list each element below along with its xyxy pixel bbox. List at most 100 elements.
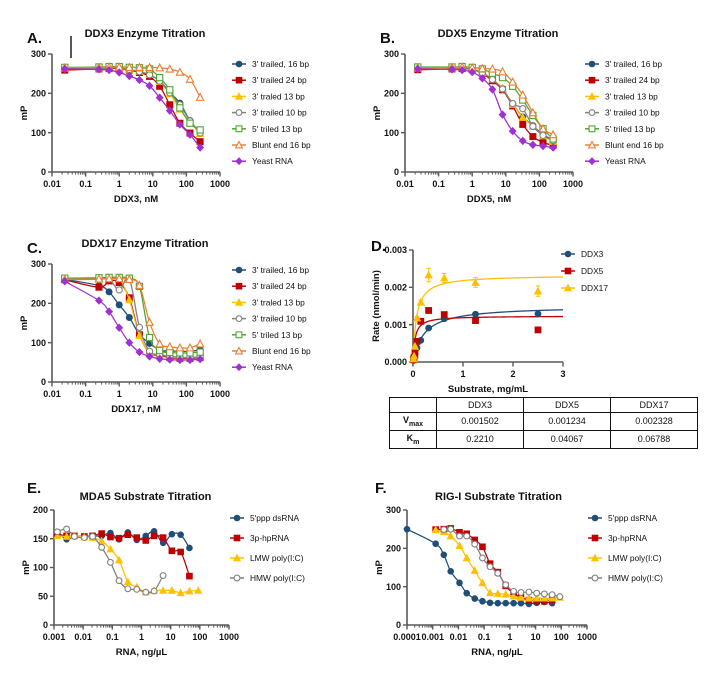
svg-text:5' triled 13 bp: 5' triled 13 bp [252,124,302,134]
svg-text:100: 100 [179,389,194,399]
panel-b-chart: 0 100 200 300 0.01 0.1 1 10 100 1000 DDX5, nM mP 3' … [372,49,664,205]
kinetics-table: DDX3 DDX5 DDX17 Vmax 0.001502 0.001234 0… [389,397,698,449]
svg-text:1: 1 [460,369,465,379]
svg-text:Blunt end 16 bp: Blunt end 16 bp [252,140,311,150]
svg-text:mP: mP [19,315,30,330]
panel-e: E. MDA5 Substrate Titration 0 50 100 150 200… [0,478,352,683]
svg-text:0: 0 [43,620,48,630]
svg-text:DDX17, nM: DDX17, nM [111,404,161,415]
svg-text:0.01: 0.01 [396,179,414,189]
svg-text:5'ppp dsRNA: 5'ppp dsRNA [250,513,299,523]
panel-e-title: MDA5 Substrate Titration [79,491,212,503]
svg-text:Yeast RNA: Yeast RNA [252,362,293,372]
svg-text:RNA, ng/µL: RNA, ng/µL [116,647,168,658]
svg-text:100: 100 [532,179,547,189]
svg-text:3' trailed, 16 bp: 3' trailed, 16 bp [252,59,309,69]
svg-text:10: 10 [501,179,511,189]
svg-text:300: 300 [386,505,401,515]
svg-text:0.01: 0.01 [74,632,92,642]
svg-text:100: 100 [554,632,569,642]
svg-text:0.01: 0.01 [43,179,61,189]
svg-text:1: 1 [470,179,475,189]
panel-e-chart: 0 50 100 150 200 0.001 0.01 0.1 1 10 100 1000 RNA, n… [21,505,305,658]
svg-text:1: 1 [117,179,122,189]
svg-text:3' traled 13 bp: 3' traled 13 bp [605,91,658,101]
svg-text:0.1: 0.1 [106,632,119,642]
svg-text:200: 200 [31,299,46,309]
svg-text:3' traled 13 bp: 3' traled 13 bp [252,297,305,307]
svg-text:3' traled 13 bp: 3' traled 13 bp [252,91,305,101]
svg-text:0.01: 0.01 [450,632,468,642]
panel-c: C. DDX17 Enzyme Titration 0 100 200 300 0.01… [0,232,352,437]
cell-vmax-ddx17: 0.002328 [610,412,698,431]
panel-f-letter: F. [375,480,387,497]
panel-f-chart: 0 100 200 300 0.0001 0.001 0.01 0.1 1 10 100 1000 RN… [374,505,663,658]
svg-text:200: 200 [33,505,48,515]
svg-text:5'ppp dsRNA: 5'ppp dsRNA [608,513,657,523]
panel-a-chart: 0 100 200 300 0.01 0.1 1 10 100 1000 DDX3, nM mP 3' … [19,36,311,205]
panel-b: B. DDX5 Enzyme Titration 0 100 200 300 0.01 0… [353,22,705,227]
svg-text:DDX3, nM: DDX3, nM [114,194,158,205]
svg-text:100: 100 [31,338,46,348]
svg-text:LMW poly(I:C): LMW poly(I:C) [608,553,662,563]
svg-text:150: 150 [33,534,48,544]
table-row: Km 0.2210 0.04067 0.06788 [389,429,698,449]
row-label-km: Km [389,429,437,449]
svg-text:3' trailed 24 bp: 3' trailed 24 bp [605,75,660,85]
panel-c-chart: 0 100 200 300 0.01 0.1 1 10 100 1000 DDX17, nM mP 3'… [19,259,311,415]
svg-text:0.002: 0.002 [384,283,407,293]
svg-text:3' trailed, 16 bp: 3' trailed, 16 bp [605,59,662,69]
panel-a-title: DDX3 Enzyme Titration [84,28,206,40]
panel-c-letter: C. [27,240,42,257]
svg-text:Blunt end 16 bp: Blunt end 16 bp [252,346,311,356]
svg-text:100: 100 [384,128,399,138]
table-row: Vmax 0.001502 0.001234 0.002328 [389,412,698,431]
svg-text:0.0001: 0.0001 [393,632,421,642]
svg-text:3p-hpRNA: 3p-hpRNA [608,533,648,543]
svg-text:0: 0 [41,167,46,177]
svg-text:100: 100 [33,563,48,573]
svg-text:0: 0 [41,377,46,387]
svg-text:300: 300 [384,49,399,59]
panel-f: F. RIG-I Substrate Titration 0 100 200 300 0… [353,478,705,683]
svg-text:mP: mP [19,105,30,120]
svg-text:200: 200 [386,544,401,554]
table-header-row: DDX3 DDX5 DDX17 [389,397,698,413]
svg-text:HMW poly(I:C): HMW poly(I:C) [608,573,663,583]
svg-text:100: 100 [31,128,46,138]
svg-text:0.1: 0.1 [432,179,445,189]
panel-a: A. DDX3 Enzyme Titration 0 100 200 300 0.01 0… [0,22,352,227]
svg-text:RNA, ng/µL: RNA, ng/µL [471,647,523,658]
panel-d-chart: 0.000 0.001 0.002 0.003 0 1 2 3 Substrate, mg/mL… [371,245,608,395]
svg-text:5' triled 13 bp: 5' triled 13 bp [252,330,302,340]
svg-text:0.01: 0.01 [43,389,61,399]
svg-text:1000: 1000 [577,632,597,642]
panel-d-letter: D. [371,238,386,255]
svg-text:100: 100 [192,632,207,642]
svg-text:200: 200 [31,89,46,99]
svg-text:mP: mP [21,559,32,574]
svg-text:300: 300 [31,259,46,269]
svg-text:mP: mP [372,105,383,120]
svg-text:50: 50 [38,591,48,601]
svg-text:0.1: 0.1 [79,179,92,189]
svg-text:0: 0 [396,620,401,630]
svg-text:1000: 1000 [219,632,239,642]
svg-text:3' trailed 10 bp: 3' trailed 10 bp [252,314,307,324]
svg-text:10: 10 [531,632,541,642]
svg-text:1: 1 [507,632,512,642]
svg-text:0.001: 0.001 [43,632,66,642]
svg-text:1: 1 [117,389,122,399]
panel-e-letter: E. [27,480,42,497]
table-col-ddx5: DDX5 [523,397,611,413]
svg-text:Yeast RNA: Yeast RNA [252,156,293,166]
svg-text:1000: 1000 [563,179,583,189]
svg-text:100: 100 [386,582,401,592]
cell-vmax-ddx3: 0.001502 [436,412,524,431]
svg-text:3: 3 [560,369,565,379]
cell-km-ddx3: 0.2210 [436,429,524,449]
svg-text:DDX3: DDX3 [581,249,604,259]
svg-text:1000: 1000 [210,389,230,399]
svg-text:HMW poly(I:C): HMW poly(I:C) [250,573,305,583]
svg-text:3p-hpRNA: 3p-hpRNA [250,533,290,543]
